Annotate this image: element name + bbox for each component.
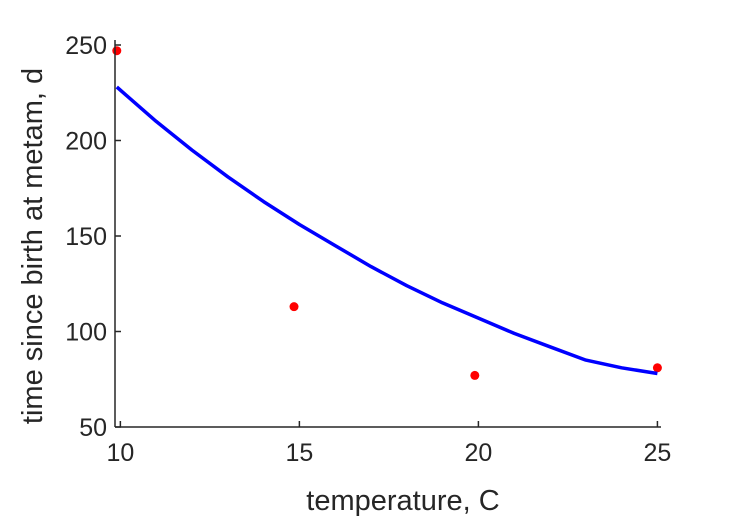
y-tick-label: 100 bbox=[65, 319, 107, 347]
x-axis-label: temperature, C bbox=[306, 485, 499, 517]
y-tick-label: 150 bbox=[65, 223, 107, 251]
data-point bbox=[289, 302, 299, 312]
fit-curve bbox=[115, 85, 658, 376]
y-tick-label: 50 bbox=[79, 414, 107, 442]
x-tick-label: 15 bbox=[285, 439, 313, 467]
x-ticks: 10 15 20 25 bbox=[106, 421, 671, 467]
plot-area bbox=[112, 46, 662, 380]
data-point bbox=[112, 46, 122, 56]
y-ticks: 50 100 150 200 250 bbox=[65, 32, 121, 442]
x-tick-label: 20 bbox=[464, 439, 492, 467]
y-axis-label: time since birth at metam, d bbox=[17, 68, 49, 424]
x-tick-label: 25 bbox=[644, 439, 672, 467]
axes: 10 15 20 25 50 100 150 200 250 bbox=[65, 32, 671, 467]
data-point bbox=[652, 363, 662, 373]
data-point bbox=[470, 370, 480, 380]
y-tick-label: 200 bbox=[65, 128, 107, 156]
y-tick-label: 250 bbox=[65, 32, 107, 60]
x-tick-label: 10 bbox=[106, 439, 134, 467]
